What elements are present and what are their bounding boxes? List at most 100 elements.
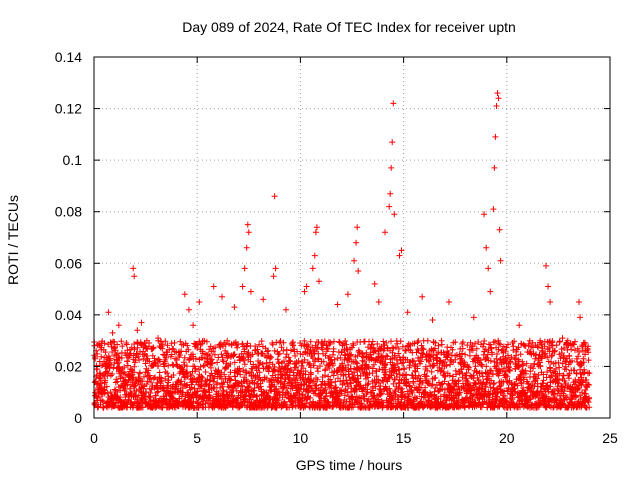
data-point <box>290 342 297 349</box>
data-point <box>208 356 215 363</box>
data-point <box>345 383 352 390</box>
data-point <box>549 342 556 349</box>
data-point <box>186 356 193 363</box>
data-point <box>241 265 248 272</box>
x-tick-label: 5 <box>193 430 201 446</box>
data-point <box>377 391 384 398</box>
data-point <box>444 351 451 358</box>
data-point <box>243 343 250 350</box>
data-point <box>109 371 116 377</box>
data-point <box>326 365 333 372</box>
data-point <box>552 347 558 354</box>
data-point <box>516 322 523 329</box>
data-point <box>527 396 534 403</box>
data-point <box>441 372 448 379</box>
data-point <box>446 372 453 379</box>
data-point <box>415 347 422 354</box>
data-point <box>405 378 412 385</box>
data-point <box>387 389 394 396</box>
data-point <box>493 362 500 369</box>
data-point <box>121 364 128 371</box>
data-point <box>195 381 202 388</box>
data-point <box>185 306 192 313</box>
data-point <box>197 363 204 370</box>
chart-title: Day 089 of 2024, Rate Of TEC Index for r… <box>182 19 516 35</box>
data-point <box>409 389 416 396</box>
data-point <box>505 352 511 359</box>
data-point <box>379 353 386 360</box>
data-point <box>97 342 104 349</box>
data-point <box>575 353 582 360</box>
data-point <box>119 343 126 350</box>
data-point <box>303 283 310 290</box>
data-point <box>354 352 361 359</box>
data-point <box>104 390 111 397</box>
data-point <box>511 355 518 362</box>
data-point <box>550 387 557 394</box>
data-point <box>514 382 521 389</box>
y-tick-label: 0.1 <box>63 152 83 168</box>
data-point <box>237 371 244 378</box>
data-point <box>188 372 195 379</box>
data-point <box>411 340 418 347</box>
data-point <box>582 339 588 346</box>
data-point <box>143 353 150 359</box>
data-point <box>268 354 275 361</box>
data-point <box>542 350 549 357</box>
data-point <box>372 383 379 390</box>
data-point <box>510 343 517 350</box>
data-point <box>164 342 171 349</box>
data-point <box>586 394 593 401</box>
data-point <box>109 329 116 336</box>
data-point <box>111 338 118 345</box>
data-point <box>150 375 157 382</box>
data-point <box>194 345 201 351</box>
x-tick-label: 0 <box>90 430 98 446</box>
data-point <box>366 364 372 370</box>
data-point <box>327 376 334 383</box>
data-point <box>585 357 592 364</box>
data-point <box>155 335 161 342</box>
data-point <box>138 340 144 347</box>
data-point <box>103 383 110 390</box>
data-point <box>452 356 459 363</box>
data-point <box>469 342 476 349</box>
data-point <box>414 365 421 372</box>
data-point <box>282 401 289 408</box>
data-point <box>294 348 301 355</box>
data-point <box>495 95 502 102</box>
data-point <box>303 341 310 348</box>
data-point <box>572 338 578 345</box>
data-point <box>272 265 279 272</box>
data-point <box>583 377 590 383</box>
data-point <box>92 355 99 362</box>
data-point <box>416 378 423 385</box>
data-point <box>481 211 488 218</box>
data-point <box>394 340 401 347</box>
data-point <box>582 348 589 354</box>
data-point <box>439 385 446 392</box>
data-point <box>295 357 302 364</box>
x-tick-labels: 0 5 10 15 20 25 <box>90 430 618 446</box>
data-point <box>222 341 229 348</box>
data-point <box>259 350 265 357</box>
data-point <box>375 350 382 357</box>
data-point <box>424 367 431 374</box>
data-point <box>580 359 587 366</box>
data-point <box>185 346 192 353</box>
data-point <box>162 338 169 345</box>
data-point <box>428 368 435 375</box>
data-point <box>430 356 437 363</box>
data-point <box>93 381 100 388</box>
data-point <box>397 338 404 345</box>
data-point <box>532 393 539 400</box>
data-point <box>264 348 271 355</box>
data-point <box>446 299 452 305</box>
data-point <box>199 374 206 381</box>
data-point <box>396 252 403 259</box>
data-point <box>455 383 462 390</box>
data-point <box>586 370 593 377</box>
data-point <box>577 314 584 321</box>
data-point <box>371 280 378 287</box>
data-point <box>267 353 274 360</box>
